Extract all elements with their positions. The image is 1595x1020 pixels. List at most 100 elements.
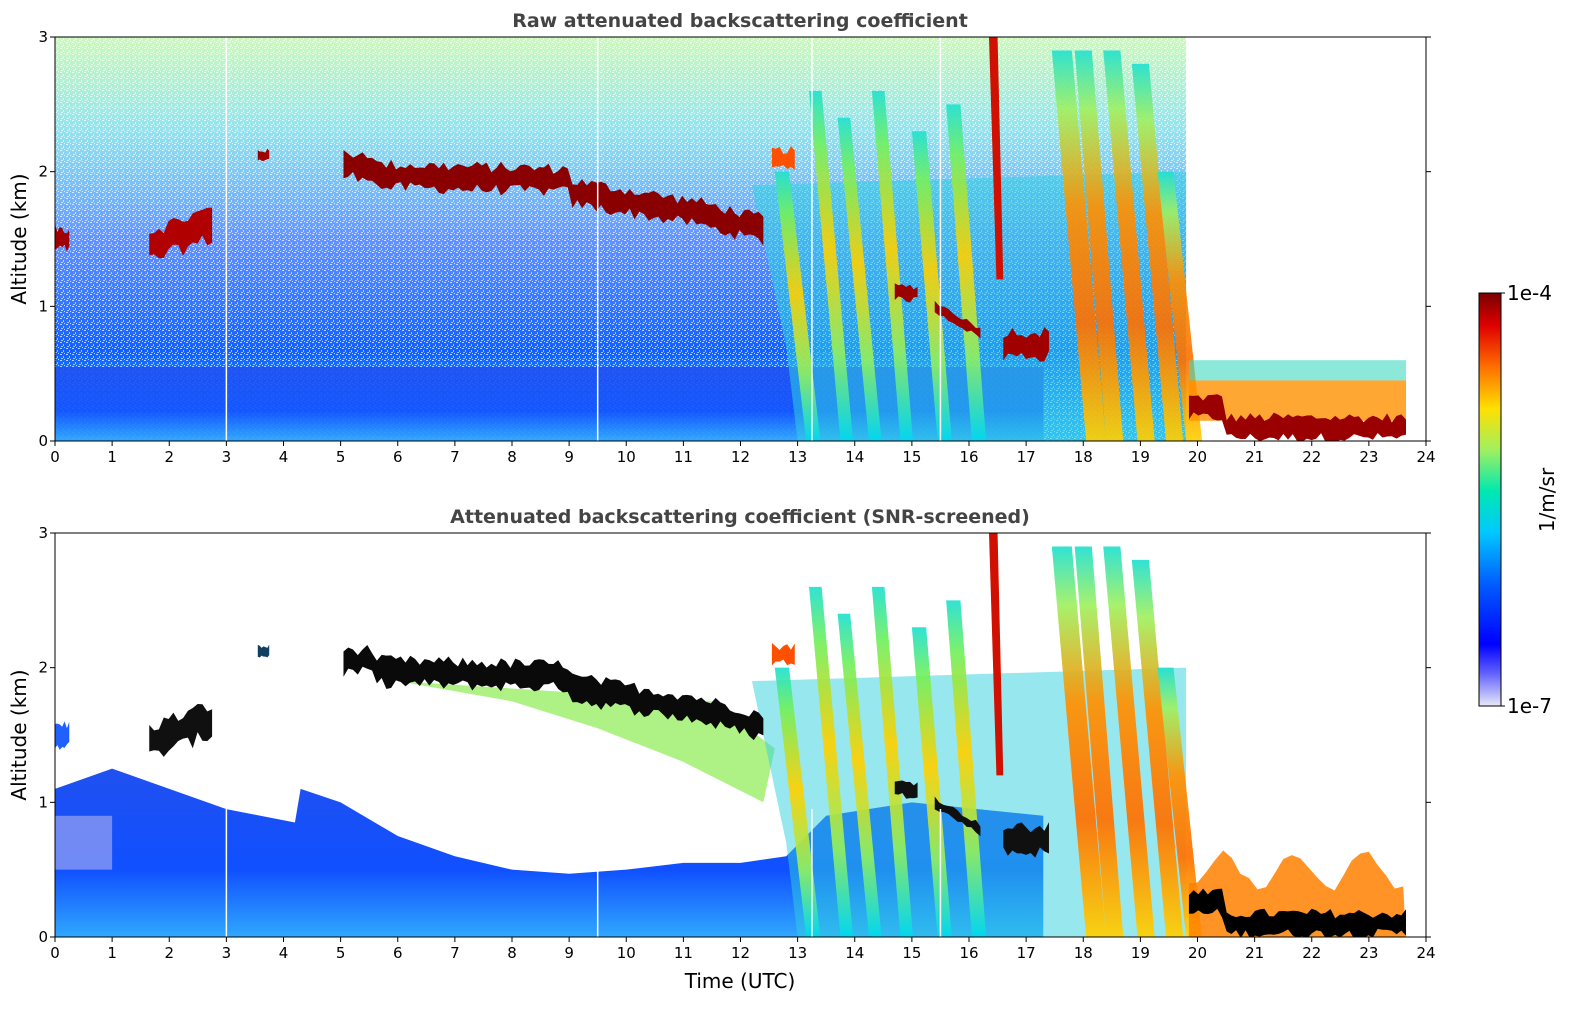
cloud-layer <box>934 300 981 339</box>
y-tick-label: 2 <box>38 163 48 181</box>
fall-streak <box>1103 546 1155 937</box>
x-tick-label: 12 <box>731 944 750 962</box>
y-tick-label: 3 <box>38 28 48 46</box>
x-tick-label: 19 <box>1131 944 1150 962</box>
x-tick-label: 23 <box>1359 448 1378 466</box>
fall-streak <box>809 586 854 937</box>
panel-bottom-ticks: 0 1 2 3 4 5 6 7 8 9 10 11 12 13 14 15 16 17 18 19 20 21 22 23 24… <box>38 524 1435 962</box>
x-tick-label: 24 <box>1416 944 1435 962</box>
fall-streak <box>871 90 914 441</box>
x-tick-label: 0 <box>50 944 60 962</box>
cloud-layer <box>894 283 918 303</box>
fall-streak <box>809 90 854 441</box>
fall-streak <box>1074 546 1124 937</box>
fall-streak <box>911 627 952 937</box>
cloud-layer <box>771 146 795 170</box>
x-tick-label: 20 <box>1188 448 1207 466</box>
x-tick-label: 21 <box>1245 944 1264 962</box>
fall-streak <box>911 131 952 441</box>
panel-top-ylabel: Altitude (km) <box>7 173 31 304</box>
fall-streak <box>837 117 882 441</box>
fall-streak <box>1051 546 1107 937</box>
fall-streak <box>1103 50 1155 441</box>
x-tick-label: 14 <box>845 448 864 466</box>
fall-streak <box>1157 667 1203 937</box>
cloud-layer <box>149 704 213 757</box>
x-tick-label: 17 <box>1017 448 1036 466</box>
cloud-layer <box>771 642 795 666</box>
x-tick-label: 5 <box>336 944 346 962</box>
cloud-layer <box>343 644 764 741</box>
cloud-layer <box>894 780 918 799</box>
x-tick-label: 9 <box>564 448 574 466</box>
x-tick-label: 14 <box>845 944 864 962</box>
cloud-layer <box>55 721 70 750</box>
cloud-layer <box>343 150 764 246</box>
x-tick-label: 8 <box>507 448 517 466</box>
boundary-layer-cloud <box>1188 394 1407 441</box>
x-tick-label: 13 <box>788 944 807 962</box>
cloud-layer <box>257 148 270 162</box>
fall-streak <box>1051 50 1107 441</box>
x-tick-label: 4 <box>279 944 289 962</box>
x-tick-label: 17 <box>1017 944 1036 962</box>
x-tick-label: 24 <box>1416 448 1435 466</box>
cloud-layer <box>1003 327 1049 362</box>
x-tick-label: 23 <box>1359 944 1378 962</box>
panel-top-title: Raw attenuated backscattering coefficien… <box>512 10 968 32</box>
panel-bottom-ylabel: Altitude (km) <box>7 669 31 800</box>
fall-streak <box>871 586 914 937</box>
panel-bottom-heatmap <box>55 533 1426 937</box>
x-tick-label: 2 <box>164 944 174 962</box>
fall-streak <box>774 171 821 441</box>
x-tick-label: 12 <box>731 448 750 466</box>
x-tick-label: 19 <box>1131 448 1150 466</box>
x-tick-label: 15 <box>902 448 921 466</box>
x-tick-label: 9 <box>564 944 574 962</box>
y-tick-label: 0 <box>38 928 48 946</box>
x-tick-label: 13 <box>788 448 807 466</box>
panel-bottom-xlabel: Time (UTC) <box>684 969 796 993</box>
y-tick-label: 2 <box>38 659 48 677</box>
panel-top-ticks: 0 1 2 3 4 5 6 7 8 9 10 11 12 13 14 15 16 17 18 19 20 21 22 23 24… <box>38 28 1435 466</box>
x-tick-label: 22 <box>1302 944 1321 962</box>
y-tick-label: 1 <box>38 297 48 315</box>
x-tick-label: 7 <box>450 448 460 466</box>
cloud-layer <box>1003 822 1049 858</box>
fall-streak <box>946 104 987 441</box>
fall-streak <box>1131 559 1184 937</box>
x-tick-label: 10 <box>617 944 636 962</box>
x-tick-label: 1 <box>107 448 117 466</box>
x-tick-label: 6 <box>393 944 403 962</box>
x-tick-label: 5 <box>336 448 346 466</box>
x-tick-label: 4 <box>279 448 289 466</box>
panel-bottom-title: Attenuated backscattering coefficient (S… <box>450 506 1030 528</box>
y-tick-label: 1 <box>38 793 48 811</box>
boundary-layer-cloud <box>1188 888 1407 937</box>
cloud-layer <box>257 644 270 658</box>
x-tick-label: 0 <box>50 448 60 466</box>
colorbar-unit-label: 1/m/sr <box>1535 467 1559 532</box>
panel-top-heatmap <box>55 37 1426 441</box>
x-tick-label: 10 <box>617 448 636 466</box>
x-tick-label: 21 <box>1245 448 1264 466</box>
colorbar-min-label: 1e-7 <box>1507 694 1552 718</box>
noise-patch <box>55 815 113 870</box>
x-tick-label: 20 <box>1188 944 1207 962</box>
fall-streak <box>774 667 821 937</box>
colorbar <box>1478 292 1502 707</box>
aerosol-top <box>1188 360 1407 381</box>
x-tick-label: 2 <box>164 448 174 466</box>
fall-streak <box>1074 50 1124 441</box>
x-tick-label: 1 <box>107 944 117 962</box>
colorbar-max-label: 1e-4 <box>1507 281 1552 305</box>
x-tick-label: 15 <box>902 944 921 962</box>
x-tick-label: 3 <box>222 944 232 962</box>
x-tick-label: 16 <box>959 944 978 962</box>
y-tick-label: 3 <box>38 524 48 542</box>
x-tick-label: 3 <box>222 448 232 466</box>
x-tick-label: 11 <box>674 448 693 466</box>
x-tick-label: 16 <box>959 448 978 466</box>
fall-streak <box>837 613 882 937</box>
